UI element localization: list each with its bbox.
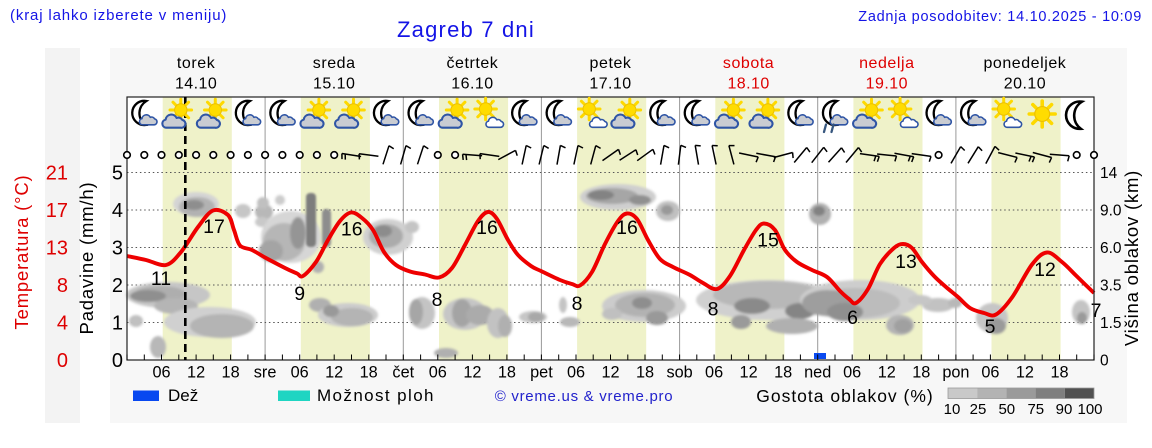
- svg-text:sre: sre: [254, 364, 277, 382]
- svg-text:pon: pon: [942, 364, 969, 382]
- svg-text:10: 10: [944, 401, 961, 418]
- svg-text:Dež: Dež: [168, 386, 198, 405]
- svg-text:18: 18: [912, 364, 930, 382]
- svg-text:17.10: 17.10: [589, 76, 631, 93]
- svg-text:18: 18: [498, 364, 516, 382]
- svg-text:Možnost ploh: Možnost ploh: [317, 386, 435, 405]
- svg-text:6: 6: [847, 307, 858, 329]
- svg-text:ponedeljek: ponedeljek: [983, 55, 1066, 72]
- svg-text:Padavine (mm/h): Padavine (mm/h): [76, 182, 97, 335]
- svg-text:14: 14: [1100, 165, 1118, 182]
- svg-text:3.5: 3.5: [1100, 278, 1122, 295]
- svg-text:Gostota oblakov (%): Gostota oblakov (%): [756, 386, 934, 406]
- svg-text:16: 16: [476, 217, 498, 239]
- svg-text:16: 16: [616, 217, 638, 239]
- svg-text:12: 12: [1034, 259, 1056, 281]
- svg-text:1.5: 1.5: [1100, 315, 1122, 332]
- svg-text:12: 12: [740, 364, 758, 382]
- svg-text:25: 25: [970, 401, 987, 418]
- svg-text:ned: ned: [804, 364, 831, 382]
- svg-text:90: 90: [1056, 401, 1073, 418]
- svg-text:petek: petek: [590, 55, 632, 72]
- svg-text:(kraj lahko izberete v meniju): (kraj lahko izberete v meniju): [10, 7, 227, 24]
- svg-text:8: 8: [432, 289, 443, 311]
- svg-text:5: 5: [985, 316, 996, 338]
- svg-text:8: 8: [572, 293, 583, 315]
- svg-text:4: 4: [57, 313, 68, 335]
- svg-text:sreda: sreda: [313, 55, 356, 72]
- svg-text:3: 3: [112, 238, 123, 260]
- svg-text:06: 06: [843, 364, 861, 382]
- svg-text:06: 06: [291, 364, 309, 382]
- svg-text:četrtek: četrtek: [446, 55, 498, 72]
- svg-text:0: 0: [57, 350, 68, 372]
- svg-text:18.10: 18.10: [727, 76, 769, 93]
- svg-text:14.10: 14.10: [175, 76, 217, 93]
- svg-text:16: 16: [341, 219, 363, 241]
- svg-text:06: 06: [705, 364, 723, 382]
- svg-text:12: 12: [601, 364, 619, 382]
- svg-text:9.0: 9.0: [1100, 203, 1122, 220]
- svg-text:sobota: sobota: [723, 55, 774, 72]
- svg-text:100: 100: [1077, 401, 1102, 418]
- svg-text:12: 12: [187, 364, 205, 382]
- svg-text:12: 12: [325, 364, 343, 382]
- svg-text:13: 13: [46, 238, 68, 260]
- svg-text:18: 18: [636, 364, 654, 382]
- svg-text:75: 75: [1027, 401, 1044, 418]
- svg-text:12: 12: [463, 364, 481, 382]
- svg-text:18: 18: [1050, 364, 1068, 382]
- svg-text:20.10: 20.10: [1004, 76, 1046, 93]
- svg-text:18: 18: [222, 364, 240, 382]
- svg-text:06: 06: [152, 364, 170, 382]
- svg-text:pet: pet: [530, 364, 553, 382]
- svg-text:18: 18: [774, 364, 792, 382]
- svg-text:13: 13: [895, 251, 917, 273]
- svg-text:21: 21: [46, 163, 68, 185]
- svg-text:50: 50: [998, 401, 1015, 418]
- svg-text:11: 11: [151, 268, 171, 290]
- svg-text:4: 4: [112, 200, 123, 222]
- svg-text:06: 06: [429, 364, 447, 382]
- svg-text:čet: čet: [392, 364, 414, 382]
- svg-text:8: 8: [708, 299, 719, 321]
- svg-text:Temperatura (°C): Temperatura (°C): [11, 175, 32, 330]
- svg-text:sob: sob: [666, 364, 692, 382]
- svg-text:Zadnja posodobitev: 14.10.2025: Zadnja posodobitev: 14.10.2025 - 10:09: [858, 9, 1142, 25]
- svg-text:12: 12: [1016, 364, 1034, 382]
- svg-text:5: 5: [112, 163, 123, 185]
- svg-text:0: 0: [112, 350, 123, 372]
- svg-text:torek: torek: [177, 55, 216, 72]
- svg-text:06: 06: [567, 364, 585, 382]
- svg-text:06: 06: [981, 364, 999, 382]
- svg-text:Zagreb 7 dni: Zagreb 7 dni: [397, 17, 535, 42]
- svg-text:6.0: 6.0: [1100, 240, 1122, 257]
- svg-text:9: 9: [294, 283, 305, 305]
- svg-text:2: 2: [112, 275, 123, 297]
- svg-text:15.10: 15.10: [313, 76, 355, 93]
- svg-text:© vreme.us & vreme.pro: © vreme.us & vreme.pro: [495, 388, 674, 405]
- svg-text:12: 12: [878, 364, 896, 382]
- svg-text:16.10: 16.10: [451, 76, 493, 93]
- svg-text:19.10: 19.10: [866, 76, 908, 93]
- svg-text:nedelja: nedelja: [859, 55, 914, 72]
- svg-text:17: 17: [203, 216, 225, 238]
- svg-text:0: 0: [1100, 353, 1109, 370]
- svg-text:1: 1: [112, 313, 123, 335]
- svg-text:18: 18: [360, 364, 378, 382]
- svg-text:17: 17: [46, 200, 68, 222]
- svg-text:15: 15: [757, 230, 779, 252]
- svg-text:8: 8: [57, 275, 68, 297]
- svg-text:Višina oblakov (km): Višina oblakov (km): [1121, 170, 1142, 346]
